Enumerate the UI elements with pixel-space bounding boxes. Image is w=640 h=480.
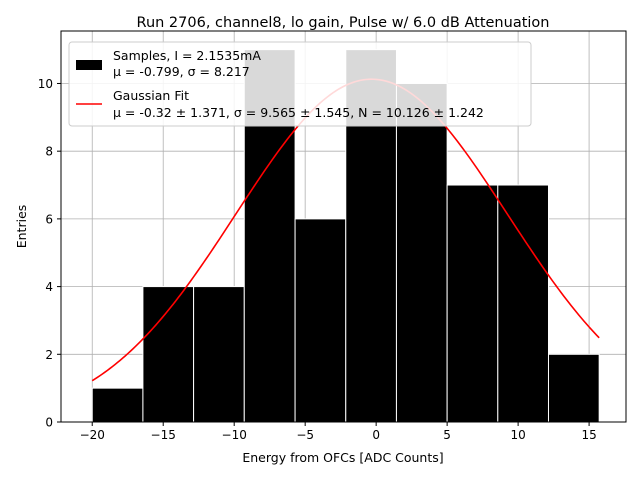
legend-fit-stats: μ = -0.32 ± 1.371, σ = 9.565 ± 1.545, N …	[113, 105, 484, 120]
x-tick-label: 0	[372, 428, 380, 442]
legend-samples-swatch	[76, 60, 102, 70]
legend-fit-label: Gaussian Fit	[113, 88, 189, 103]
x-tick-label: 15	[581, 428, 596, 442]
y-tick-label: 8	[45, 145, 53, 159]
y-tick-label: 10	[38, 77, 53, 91]
y-axis-label: Entries	[14, 205, 29, 249]
axes-frame	[60, 30, 627, 423]
legend-samples-label: Samples, I = 2.1535mA	[113, 48, 261, 63]
histogram-bar	[395, 82, 448, 423]
histogram-bar	[193, 286, 245, 423]
histogram-bar	[497, 184, 549, 423]
y-tick-label: 4	[45, 280, 53, 294]
histogram-bar	[142, 286, 195, 423]
y-tick-label: 6	[45, 212, 53, 226]
x-tick-label: −20	[80, 428, 105, 442]
histogram-bar	[91, 387, 144, 423]
x-tick-label: −15	[151, 428, 176, 442]
y-axis-ticks: 0 2 4 6 8 10	[38, 77, 61, 430]
y-tick-label: 0	[45, 416, 53, 430]
histogram-bar	[446, 184, 499, 423]
histogram-bar	[547, 353, 600, 423]
x-tick-label: 10	[510, 428, 525, 442]
x-axis-label: Energy from OFCs [ADC Counts]	[242, 450, 443, 465]
legend-box	[68, 41, 532, 127]
y-tick-label: 2	[45, 348, 53, 362]
legend: Samples, I = 2.1535mA μ = -0.799, σ = 8.…	[68, 41, 532, 127]
legend-samples-stats: μ = -0.799, σ = 8.217	[113, 64, 250, 79]
x-tick-label: 5	[443, 428, 451, 442]
x-tick-label: −5	[296, 428, 314, 442]
x-axis-ticks: −20 −15 −10 −5 0 5 10 15	[80, 422, 597, 442]
histogram-bar	[294, 218, 347, 423]
chart-title: Run 2706, channel8, lo gain, Pulse w/ 6.…	[137, 15, 550, 31]
x-tick-label: −10	[222, 428, 247, 442]
